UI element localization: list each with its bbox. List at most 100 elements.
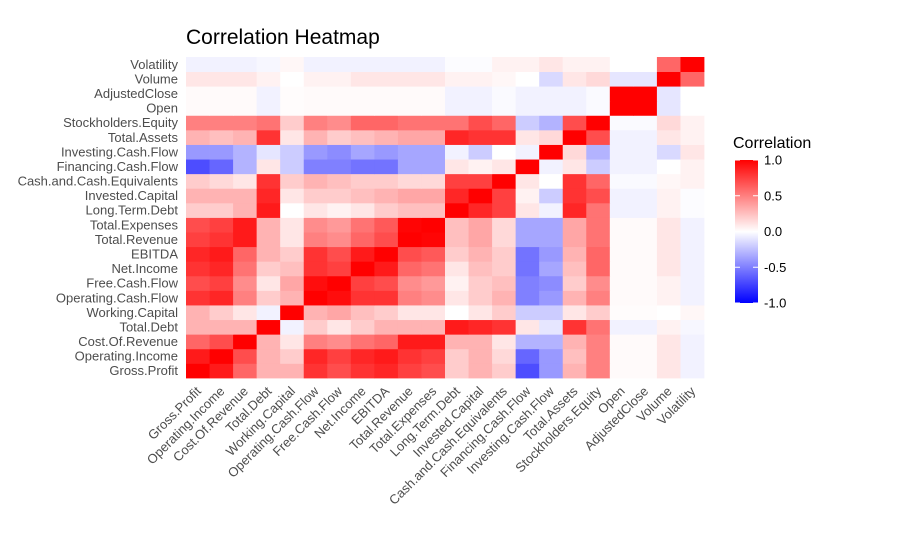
legend-tick-label: 0.5 — [764, 188, 782, 203]
heatmap-cell — [586, 334, 611, 350]
heatmap-cell — [562, 334, 587, 350]
heatmap-cell — [656, 71, 681, 87]
heatmap-cell — [421, 275, 446, 291]
heatmap-cell — [303, 348, 328, 364]
heatmap-cell — [327, 71, 352, 87]
heatmap-cell — [515, 115, 540, 131]
heatmap-cell — [680, 202, 705, 218]
heatmap-cell — [256, 275, 281, 291]
heatmap-cell — [680, 86, 705, 102]
heatmap-cell — [209, 144, 234, 160]
heatmap-cell — [350, 115, 375, 131]
heatmap-cell — [539, 188, 564, 204]
heatmap-cell — [327, 319, 352, 335]
heatmap-cell — [445, 202, 469, 218]
heatmap-cell — [209, 115, 234, 131]
heatmap-cell — [327, 217, 352, 233]
heatmap-cell — [421, 86, 446, 102]
heatmap-cell — [303, 363, 328, 379]
heatmap-cell — [445, 334, 469, 350]
heatmap-cell — [397, 86, 422, 102]
heatmap-cell — [233, 334, 258, 350]
y-tick-label: Stockholders.Equity — [63, 115, 178, 130]
heatmap-cell — [468, 173, 493, 189]
heatmap-cell — [492, 305, 517, 321]
heatmap-cell — [233, 246, 258, 262]
heatmap-cell — [539, 246, 564, 262]
heatmap-cell — [562, 232, 587, 248]
heatmap-cell — [562, 275, 587, 291]
heatmap-cell — [397, 232, 422, 248]
heatmap-cell — [633, 202, 658, 218]
heatmap-cell — [350, 334, 375, 350]
heatmap-cell — [539, 144, 564, 160]
heatmap-cell — [633, 159, 658, 175]
heatmap-cell — [562, 305, 587, 321]
heatmap-cell — [256, 57, 281, 72]
heatmap-cell — [327, 290, 352, 306]
heatmap-cell — [656, 100, 681, 116]
heatmap-cell — [445, 71, 469, 87]
heatmap-cell — [492, 188, 517, 204]
heatmap-cell — [209, 86, 234, 102]
heatmap-cell — [374, 71, 399, 87]
heatmap-cell — [280, 232, 305, 248]
y-tick-label: AdjustedClose — [94, 86, 178, 101]
legend-title: Correlation — [733, 135, 811, 152]
heatmap-cell — [539, 363, 564, 379]
heatmap-cell — [515, 305, 540, 321]
heatmap-cell — [539, 57, 564, 72]
heatmap-cell — [186, 334, 210, 350]
heatmap-cell — [397, 100, 422, 116]
heatmap-cell — [586, 305, 611, 321]
heatmap-cell — [350, 348, 375, 364]
heatmap-cell — [680, 290, 705, 306]
heatmap-cell — [350, 232, 375, 248]
heatmap-cell — [327, 348, 352, 364]
heatmap-cell — [539, 319, 564, 335]
heatmap-cell — [421, 232, 446, 248]
heatmap-cell — [586, 348, 611, 364]
heatmap-cell — [562, 202, 587, 218]
heatmap-cell — [233, 363, 258, 379]
heatmap-cell — [656, 232, 681, 248]
heatmap-cell — [492, 319, 517, 335]
heatmap-cell — [421, 144, 446, 160]
heatmap-cell — [280, 71, 305, 87]
heatmap-cell — [633, 319, 658, 335]
heatmap-cell — [186, 217, 210, 233]
heatmap-cell — [421, 319, 446, 335]
heatmap-cell — [562, 159, 587, 175]
heatmap-cell — [327, 334, 352, 350]
heatmap-cell — [209, 188, 234, 204]
heatmap-cell — [562, 100, 587, 116]
y-tick-label: Gross.Profit — [109, 363, 178, 378]
heatmap-cell — [303, 129, 328, 145]
heatmap-cell — [374, 261, 399, 277]
y-tick-label: Total.Debt — [119, 319, 178, 334]
heatmap-cell — [633, 144, 658, 160]
y-tick-label: Financing.Cash.Flow — [57, 159, 179, 174]
heatmap-cell — [680, 217, 705, 233]
heatmap-cell — [609, 71, 634, 87]
heatmap-cell — [586, 173, 611, 189]
heatmap-cell — [515, 217, 540, 233]
heatmap-cell — [515, 363, 540, 379]
heatmap-cell — [397, 57, 422, 72]
legend-ticks: 1.0 0.5 0.0 -0.5 -1.0 — [735, 153, 786, 311]
heatmap-cell — [492, 129, 517, 145]
heatmap-cell — [397, 246, 422, 262]
heatmap-cell — [209, 232, 234, 248]
heatmap-cell — [492, 334, 517, 350]
heatmap-cell — [397, 71, 422, 87]
heatmap-cell — [562, 217, 587, 233]
heatmap-cell — [515, 71, 540, 87]
heatmap-cell — [327, 173, 352, 189]
heatmap-cell — [539, 159, 564, 175]
heatmap-cell — [303, 57, 328, 72]
heatmap-cell — [515, 159, 540, 175]
heatmap-cell — [445, 86, 469, 102]
heatmap-cell — [327, 275, 352, 291]
heatmap-cell — [562, 129, 587, 145]
heatmap-cell — [280, 305, 305, 321]
